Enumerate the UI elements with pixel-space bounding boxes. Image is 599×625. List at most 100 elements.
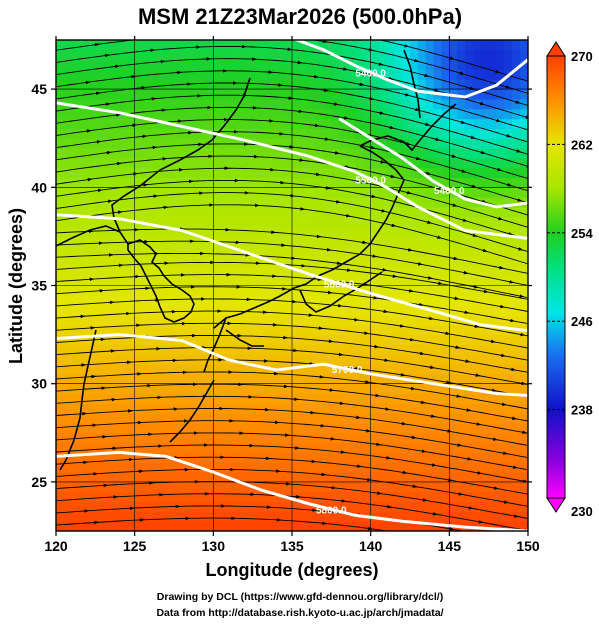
field-cell	[512, 59, 521, 71]
field-cell	[402, 481, 411, 493]
field-cell	[189, 128, 199, 139]
field-cell	[134, 472, 144, 483]
field-cell	[496, 236, 505, 247]
field-cell	[166, 148, 175, 159]
field-cell	[465, 511, 474, 522]
field-cell	[347, 89, 356, 100]
wind-arrow	[345, 213, 351, 218]
field-cell	[189, 511, 199, 522]
field-cell	[118, 462, 128, 473]
field-cell	[347, 462, 356, 473]
field-cell	[417, 305, 427, 316]
field-cell	[370, 354, 380, 365]
wind-arrow	[368, 96, 375, 101]
wind-arrow	[425, 171, 431, 175]
field-cell	[362, 334, 372, 346]
field-cell	[260, 472, 269, 483]
field-cell	[95, 432, 104, 444]
field-cell	[213, 413, 222, 424]
field-cell	[433, 295, 443, 306]
field-cell	[189, 501, 199, 512]
field-cell	[268, 324, 277, 336]
field-cell	[472, 275, 482, 287]
field-cell	[488, 59, 498, 71]
field-cell	[79, 521, 89, 531]
field-cell	[268, 314, 277, 326]
field-cell	[394, 334, 403, 346]
field-cell	[299, 472, 309, 483]
field-cell	[118, 226, 128, 237]
field-cell	[488, 108, 498, 120]
field-cell	[512, 491, 521, 503]
field-cell	[417, 108, 427, 120]
wind-arrow	[504, 551, 509, 552]
field-cell	[197, 422, 207, 434]
field-cell	[95, 344, 104, 355]
field-cell	[252, 128, 262, 139]
streamline	[56, 286, 528, 325]
colorbar-tick-label: 238	[571, 403, 593, 418]
field-cell	[315, 246, 325, 257]
field-cell	[362, 324, 372, 336]
field-cell	[252, 364, 262, 375]
field-cell	[520, 265, 528, 277]
field-cell	[252, 197, 262, 208]
field-cell	[362, 403, 372, 414]
wind-arrow	[371, 254, 378, 258]
field-cell	[425, 511, 435, 522]
field-cell	[520, 295, 528, 306]
field-cell	[307, 138, 317, 149]
field-cell	[323, 197, 332, 208]
field-cell	[441, 128, 450, 139]
field-cell	[354, 295, 364, 306]
field-cell	[378, 364, 387, 375]
field-cell	[56, 49, 65, 61]
field-cell	[244, 236, 254, 247]
field-cell	[307, 373, 317, 385]
field-cell	[150, 187, 159, 198]
field-cell	[410, 138, 419, 149]
field-cell	[284, 177, 293, 188]
field-cell	[118, 265, 128, 277]
field-cell	[441, 491, 450, 503]
field-cell	[63, 501, 73, 512]
field-cell	[126, 79, 136, 90]
field-cell	[394, 226, 403, 237]
field-cell	[362, 481, 372, 493]
contour-line	[338, 117, 528, 209]
field-cell	[441, 197, 450, 208]
field-cell	[276, 314, 285, 326]
field-cell	[134, 79, 144, 90]
field-cell	[79, 59, 89, 71]
field-cell	[150, 521, 159, 531]
field-cell	[284, 354, 293, 365]
field-cell	[71, 285, 81, 296]
field-cell	[111, 256, 120, 267]
field-cell	[126, 128, 136, 139]
field-cell	[472, 148, 482, 159]
field-cell	[378, 275, 387, 287]
field-cell	[520, 138, 528, 149]
field-cell	[307, 432, 317, 444]
field-cell	[347, 314, 356, 326]
field-cell	[118, 373, 128, 385]
wind-arrow	[494, 537, 499, 538]
field-cell	[307, 246, 317, 257]
field-cell	[331, 354, 340, 365]
field-cell	[236, 236, 246, 247]
field-cell	[244, 167, 254, 179]
field-cell	[252, 187, 262, 198]
field-cell	[496, 511, 505, 522]
field-cell	[417, 314, 427, 326]
field-cell	[323, 344, 332, 355]
field-cell	[174, 148, 183, 159]
field-cell	[307, 383, 317, 395]
field-cell	[126, 334, 136, 346]
field-cell	[95, 354, 104, 365]
field-cell	[307, 462, 317, 473]
field-cell	[197, 128, 207, 139]
field-cell	[323, 177, 332, 188]
field-cell	[71, 462, 81, 473]
field-cell	[284, 89, 293, 100]
wind-arrow	[339, 401, 345, 406]
